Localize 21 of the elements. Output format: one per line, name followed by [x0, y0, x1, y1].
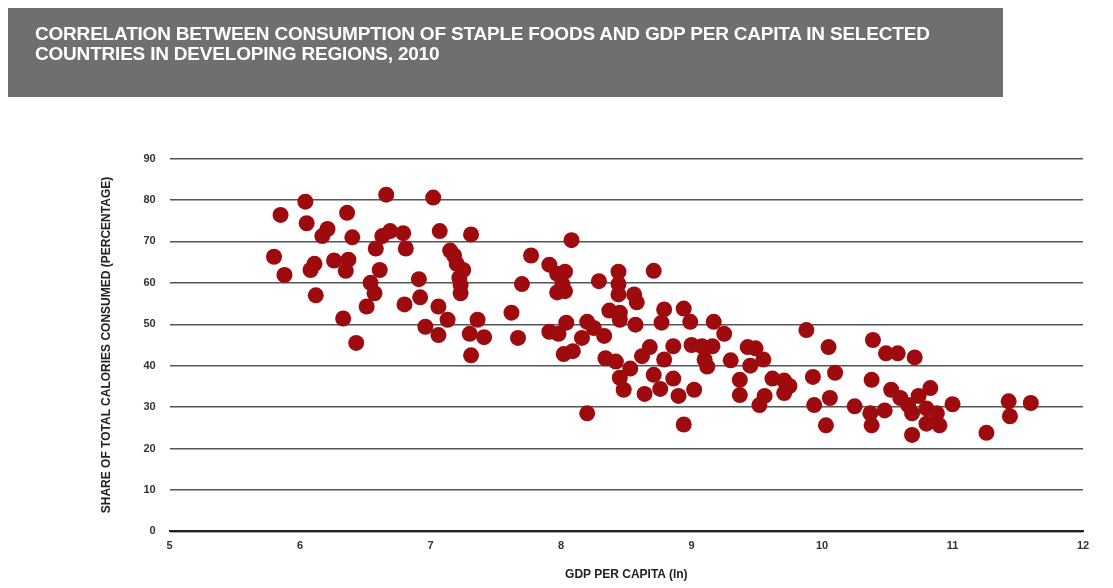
- y-tick-label: 50: [143, 317, 156, 330]
- y-tick-label: 10: [143, 483, 156, 496]
- y-axis-title: SHARE OF TOTAL CALORIES CONSUMED (PERCENTAGE): [98, 176, 113, 514]
- y-tick-label: 90: [143, 151, 156, 164]
- x-tick-label: 9: [688, 539, 695, 552]
- y-tick-label: 80: [143, 193, 156, 206]
- y-tick-label: 40: [143, 358, 156, 371]
- y-tick-label: 20: [143, 441, 156, 454]
- x-tick-label: 7: [427, 539, 434, 552]
- x-axis-title: GDP PER CAPITA (ln): [565, 567, 688, 582]
- chart-title: CORRELATION BETWEEN CONSUMPTION OF STAPLE FOODS AND GDP PER CAPITA IN SELECTED COUNTRIES IN DEVELOPING REGIONS, 2010: [35, 23, 931, 64]
- y-tick-label: 60: [143, 275, 156, 288]
- x-tick-label: 12: [1076, 539, 1090, 552]
- x-tick-label: 6: [297, 539, 304, 552]
- x-tick-label: 8: [558, 539, 565, 552]
- x-tick-label: 10: [815, 539, 829, 552]
- y-tick-label: 0: [149, 524, 156, 537]
- x-tick-label: 11: [946, 539, 959, 552]
- x-tick-label: 5: [166, 539, 173, 552]
- y-tick-label: 30: [143, 400, 156, 413]
- y-tick-label: 70: [143, 234, 156, 247]
